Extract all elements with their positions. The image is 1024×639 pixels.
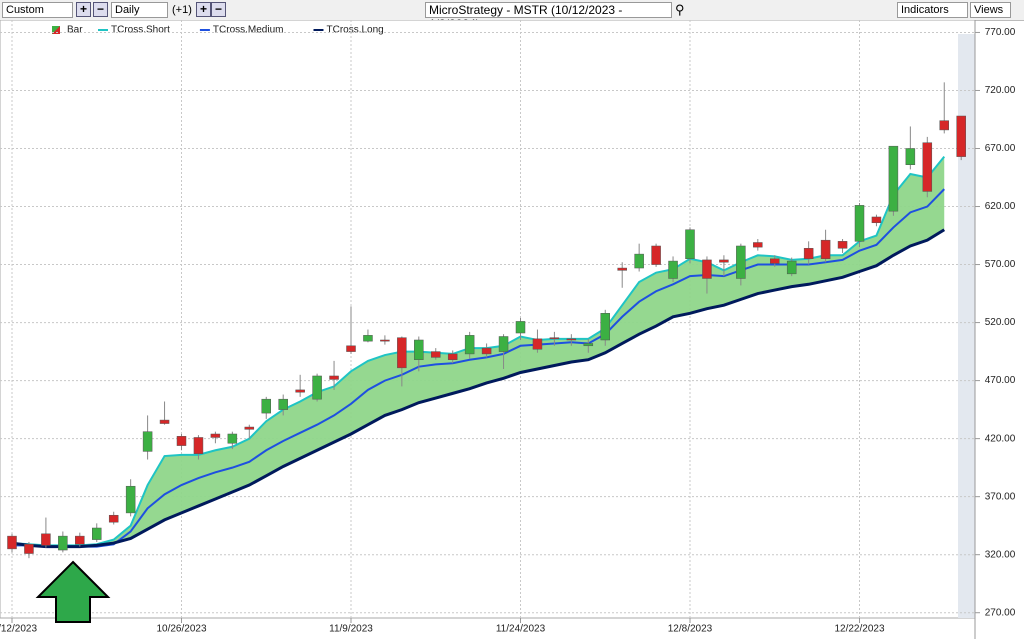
candle-body — [753, 242, 763, 248]
candle-body — [888, 145, 899, 212]
candle-body — [210, 433, 221, 438]
candle-body — [634, 253, 644, 269]
candle-body — [719, 259, 729, 263]
candle-body — [583, 343, 594, 347]
candle-body — [770, 258, 780, 264]
legend-label: Bar — [67, 25, 83, 36]
y-tick-label: 420.00 — [985, 433, 1016, 444]
y-tick-label: 520.00 — [985, 317, 1016, 328]
candle-body — [464, 335, 475, 355]
candle-body — [515, 321, 526, 334]
candle-body — [736, 245, 746, 279]
x-tick-label: 11/24/2023 — [496, 624, 546, 635]
candle-body — [363, 335, 373, 342]
candle-body — [278, 398, 288, 410]
candle-body — [685, 229, 695, 260]
interval-select[interactable]: Daily — [111, 2, 168, 18]
legend-label: TCross.Medium — [213, 25, 284, 36]
candle-body — [549, 337, 560, 340]
candle-body — [702, 259, 712, 279]
y-tick-label: 570.00 — [985, 259, 1016, 270]
projection-band — [958, 34, 975, 618]
candle-body — [956, 115, 966, 157]
candle-body — [414, 339, 424, 360]
series-line — [11, 155, 946, 547]
series-line — [11, 228, 946, 549]
candle-body — [312, 375, 322, 400]
candle-body — [939, 120, 949, 131]
legend: Bar TCross.Short TCross.Medium TCross.Long — [52, 25, 384, 36]
plus-button[interactable]: + — [196, 2, 211, 17]
candle-body — [58, 535, 68, 551]
band-fill — [12, 156, 945, 547]
x-tick-label: 12/22/2023 — [834, 624, 884, 635]
candle-body — [346, 345, 356, 352]
candle-body — [447, 353, 458, 360]
candle-body — [261, 398, 271, 414]
candle-body — [380, 339, 390, 342]
candle-body — [92, 527, 102, 540]
candle-body — [159, 419, 170, 424]
x-tick-label: 11/9/2023 — [329, 624, 373, 635]
candle-body — [227, 433, 238, 444]
legend-swatch — [52, 26, 60, 34]
candle-body — [193, 437, 204, 454]
candle-body — [108, 514, 119, 523]
candle-body — [329, 375, 339, 380]
chart: Bar TCross.Short TCross.Medium TCross.Long … — [0, 20, 1016, 639]
candle-body — [617, 267, 627, 271]
candle-body — [803, 248, 814, 260]
offset: (+1) — [172, 4, 192, 16]
remove-button[interactable]: − — [93, 2, 108, 17]
candle-body — [566, 338, 577, 341]
search-icon[interactable]: ⚲ — [675, 2, 685, 17]
candle-body — [295, 389, 305, 393]
y-tick-label: 670.00 — [985, 143, 1016, 154]
candle-body — [75, 535, 85, 545]
legend-label: TCross.Short — [111, 25, 170, 36]
candle-body — [498, 336, 509, 352]
candle-body — [786, 260, 797, 275]
add-button[interactable]: + — [76, 2, 91, 17]
y-tick-label: 720.00 — [985, 85, 1016, 96]
candle-body — [668, 260, 678, 279]
legend-label: TCross.Long — [326, 25, 383, 36]
candle-body — [125, 485, 136, 514]
candle-body — [431, 351, 441, 358]
symbol-title[interactable]: MicroStrategy - MSTR (10/12/2023 - 1/3/2… — [425, 2, 672, 31]
candle-body — [837, 241, 848, 249]
x-tick-label: 10/26/2023 — [156, 624, 206, 635]
candle-body — [397, 337, 407, 369]
y-tick-label: 620.00 — [985, 201, 1016, 212]
candle-body — [244, 426, 255, 430]
x-tick-label: 10/12/2023 — [0, 624, 37, 635]
y-tick-label: 470.00 — [985, 375, 1016, 386]
y-tick-label: 270.00 — [985, 607, 1016, 618]
x-tick-label: 12/8/2023 — [668, 624, 713, 635]
candle-body — [481, 347, 492, 355]
candle-body — [24, 543, 34, 554]
toolbar: Custom + − Daily (+1) + − MicroStrategy … — [0, 0, 1024, 31]
candle-body — [905, 148, 916, 165]
candle-body — [142, 431, 153, 452]
candle-body — [820, 239, 831, 260]
candle-body — [854, 205, 865, 242]
candle-body — [41, 533, 51, 546]
y-tick-label: 770.00 — [985, 27, 1016, 38]
candle-body — [871, 216, 882, 224]
candle-body — [600, 313, 610, 341]
indicators-select[interactable]: Indicators — [897, 2, 968, 18]
candle-body — [922, 142, 933, 192]
candle-body — [176, 436, 187, 446]
minus-button[interactable]: − — [211, 2, 226, 17]
candle-body — [7, 535, 17, 550]
views-select[interactable]: Views — [970, 2, 1011, 18]
candle-body — [651, 245, 661, 265]
arrow-annotation — [35, 560, 111, 623]
y-tick-label: 320.00 — [985, 549, 1016, 560]
period-select[interactable]: Custom — [2, 2, 73, 18]
y-tick-label: 370.00 — [985, 491, 1016, 502]
candle-body — [532, 338, 543, 350]
